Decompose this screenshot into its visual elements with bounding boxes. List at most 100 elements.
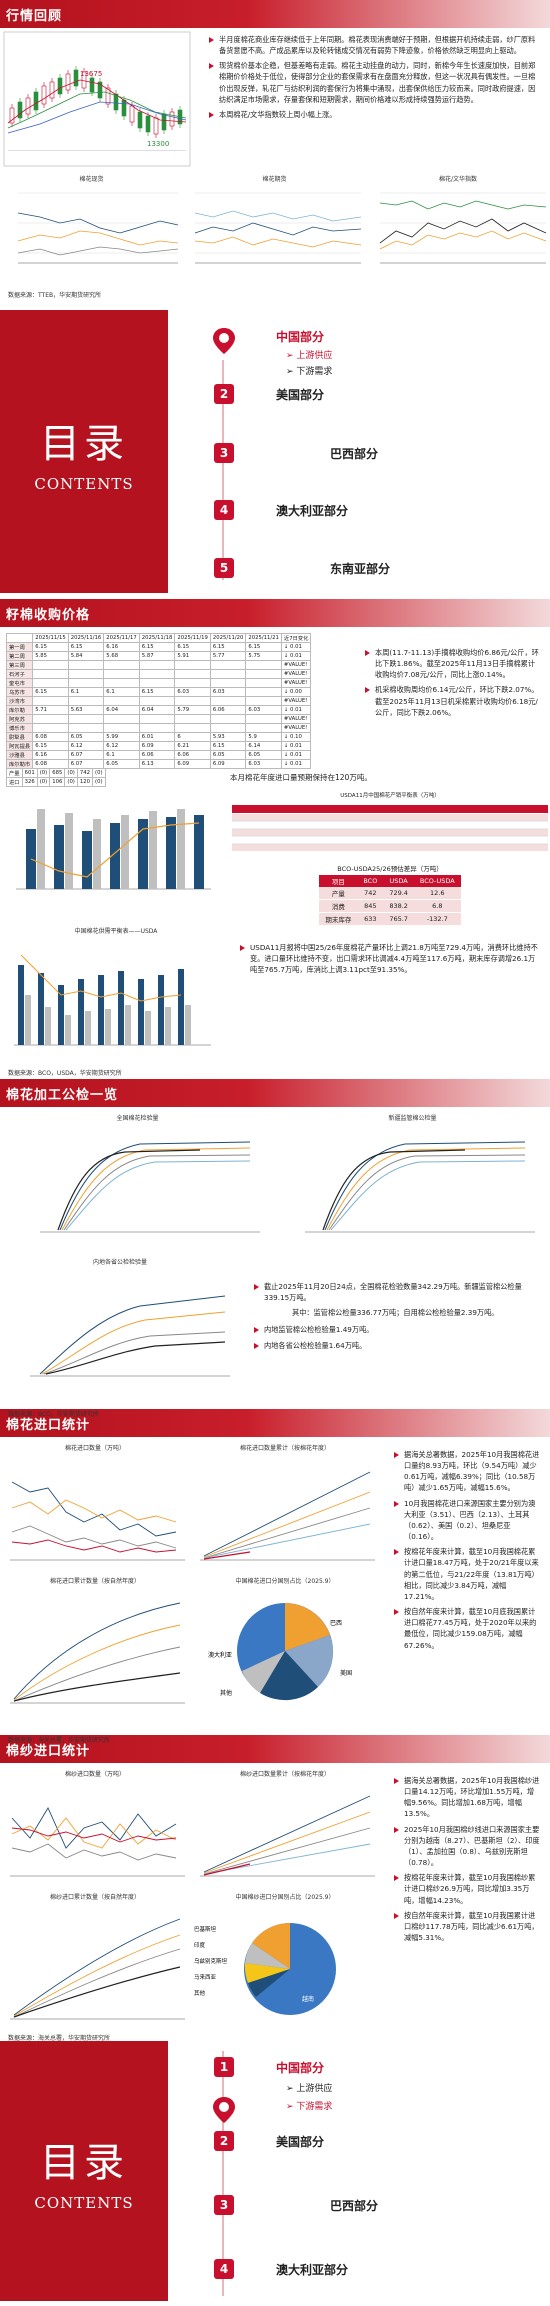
bullet: 现货棉价基本企稳，但基差略有走弱。棉花主动挂盘的动力，同时，新棉今年生长速度加快…: [209, 60, 540, 105]
section-market-review: 行情回顾 13675 13300 半月度棉花商业库存继续低于上年同期。棉花表现消…: [0, 0, 550, 300]
import-bullets: 据海关总署数据，2025年10月我国棉花进口量约8.93万吨，环比（9.54万吨…: [380, 1443, 550, 1733]
candle-low-label: 13300: [147, 140, 169, 148]
candle-body: [153, 117, 159, 135]
location-pin-icon: [213, 328, 235, 354]
table-cell: 尉犁县: [5, 732, 34, 742]
candle-body: [25, 97, 31, 115]
candle-body: [161, 113, 167, 131]
chart-title: 内地各省公检检验量: [92, 1259, 147, 1266]
candle-body: [41, 85, 47, 105]
price-table-wrap: 2025/11/15 2025/11/16 2025/11/17 2025/11/18…: [0, 633, 351, 769]
candle-body: [57, 77, 63, 95]
bullet: 按自然年度来计算，截至10月我国累计进口棉纱117.78万吨，同比减少6.61万…: [394, 1910, 540, 1943]
toc-item-china[interactable]: 中国部分: [276, 2061, 325, 2075]
toc-item-usa[interactable]: 美国部分: [276, 388, 325, 402]
chart-title: 棉花进口累计数量（按自然年度）: [49, 1578, 140, 1585]
bullet: 据海关总署数据，2025年10月我国棉纱进口量14.12万吨，环比增加1.55万…: [394, 1775, 540, 1820]
table-cell: 6.16: [32, 750, 69, 760]
table-cell: 6.09: [138, 741, 176, 751]
candle-body: [137, 111, 143, 129]
import-note: 本月棉花年度进口量预期保持在120万吨。: [230, 773, 372, 782]
candle-body: [129, 105, 135, 123]
bco-table-title: BCO-USDA25/26预估差异（万吨）: [337, 865, 443, 873]
table-cell: 6.15: [209, 642, 247, 652]
table-cell: 6.12: [67, 741, 105, 751]
section-header: 棉纱进口统计: [0, 1735, 550, 1763]
table-cell: [32, 723, 69, 733]
table-cell: [138, 660, 176, 670]
table-header-cell: 2025/11/18: [138, 633, 176, 643]
table-row: 阿瓦提县 6.15 6.12 6.12 6.09 6.21 6.15 6.14 ↓ 0.01: [5, 741, 312, 751]
toc-sub-supply[interactable]: ➢ 上游供应: [286, 351, 333, 361]
toc-sub-demand[interactable]: ➢ 下游需求: [286, 367, 333, 377]
contents-banner: 目录 CONTENTS: [0, 310, 168, 593]
table-cell: 5.93: [209, 732, 247, 742]
candle-body: [121, 99, 127, 117]
timeline-line: [222, 2051, 224, 2296]
candle-body: [105, 87, 111, 105]
candle-high-label: 13675: [80, 70, 102, 78]
table-cell: [245, 669, 282, 679]
inspection-bullets: 截止2025年11月20日24点，全国棉花检验数量342.29万吨。新疆监管棉公…: [240, 1257, 550, 1407]
table-cell: 6.06: [138, 750, 176, 760]
table-cell: [103, 678, 140, 688]
toc-number: 2: [214, 2131, 234, 2151]
pie-label: 印度: [194, 1941, 206, 1949]
table-cell: [103, 696, 140, 706]
candle-body: [17, 101, 23, 119]
table-cell: 6.15: [32, 687, 69, 697]
toc-item-southeast-asia[interactable]: 东南亚部分: [330, 562, 391, 576]
table-cell: [103, 723, 140, 733]
toc-item-brazil[interactable]: 巴西部分: [330, 447, 379, 461]
table-cell: 6: [174, 732, 211, 742]
table-row: 库尔勒 5.71 5.63 6.04 6.04 5.79 6.06 6.03 ↓ 0.01: [5, 705, 312, 715]
bullet-sub: 其中：监管棉公检量336.77万吨；自用棉公检检验量2.39万吨。: [292, 1308, 499, 1318]
toc-item-australia[interactable]: 澳大利亚部分: [276, 2263, 349, 2277]
table-cell: 5.85: [32, 651, 69, 661]
table-cell: 6.04: [103, 705, 140, 715]
price-table: 2025/11/15 2025/11/16 2025/11/17 2025/11/18…: [5, 633, 312, 769]
index-chart: 棉花/文华指数: [366, 174, 550, 288]
table-cell: [209, 723, 247, 733]
table-cell: [209, 660, 247, 670]
table-cell: [174, 723, 211, 733]
table-cell: 6.03: [174, 687, 211, 697]
toc-sub-supply[interactable]: ➢ 上游供应: [286, 2084, 333, 2094]
section-header: 籽棉收购价格: [0, 599, 550, 627]
chart-title: 中国棉花进口分国别占比（2025.9）: [235, 1578, 335, 1585]
table-cell: #VALUE!: [280, 678, 312, 688]
toc-item-brazil[interactable]: 巴西部分: [330, 2199, 379, 2213]
toc-item-usa[interactable]: 美国部分: [276, 2135, 325, 2149]
table-row: 库尔勒市 6.08 6.07 6.05 6.13 6.09 6.09 6.03 ↓ 0.01: [5, 759, 312, 769]
table-cell: [245, 723, 282, 733]
chart-title: 棉花期货: [262, 176, 287, 183]
bullet: 内地监管棉公检检验量1.49万吨。: [254, 1324, 540, 1335]
table-cell: [67, 669, 105, 679]
table-row: 博乐市 #VALUE!: [5, 723, 312, 733]
candle-body: [113, 93, 119, 111]
toc-sub-demand[interactable]: ➢ 下游需求: [286, 2102, 333, 2112]
chart-title: 中国棉纱进口分国别占比（2025.9）: [235, 1894, 335, 1901]
pie-label: 美国: [340, 1669, 352, 1677]
bullet: 截止2025年11月20日24点，全国棉花检验数量342.29万吨。新疆监管棉公…: [254, 1281, 540, 1303]
candlestick-svg: 13675 13300: [3, 31, 191, 167]
table-cell: [138, 714, 176, 724]
table-cell: 第二周: [5, 651, 34, 661]
table-cell: [245, 660, 282, 670]
toc-item-australia[interactable]: 澳大利亚部分: [276, 504, 349, 518]
table-cell: [103, 714, 140, 724]
table-cell: 6.15: [174, 642, 211, 652]
table-cell: 6.14: [245, 741, 282, 751]
chart-title: 棉纱进口累计数量（按自然年度）: [49, 1894, 140, 1901]
contents-slide-1: 目录 CONTENTS 中国部分 ➢ 上游供应 ➢ 下游需求 2 美国部分 3 …: [0, 310, 550, 593]
table-cell: 5.68: [103, 651, 140, 661]
table-cell: [174, 669, 211, 679]
bullet: 按棉花年度来计算，截至10月我国棉花累计进口量18.47万吨，处于20/21年度…: [394, 1546, 540, 1602]
table-cell: #VALUE!: [280, 669, 312, 679]
table-cell: 6.16: [103, 642, 140, 652]
contents-title: 目录: [40, 420, 128, 467]
pie-label: 马来西亚: [194, 1973, 217, 1981]
contents-list: 中国部分 ➢ 上游供应 ➢ 下游需求 2 美国部分 3 巴西部分 4 澳大利亚部…: [168, 310, 550, 593]
toc-item-china[interactable]: 中国部分: [276, 330, 325, 344]
table-cell: [32, 669, 69, 679]
